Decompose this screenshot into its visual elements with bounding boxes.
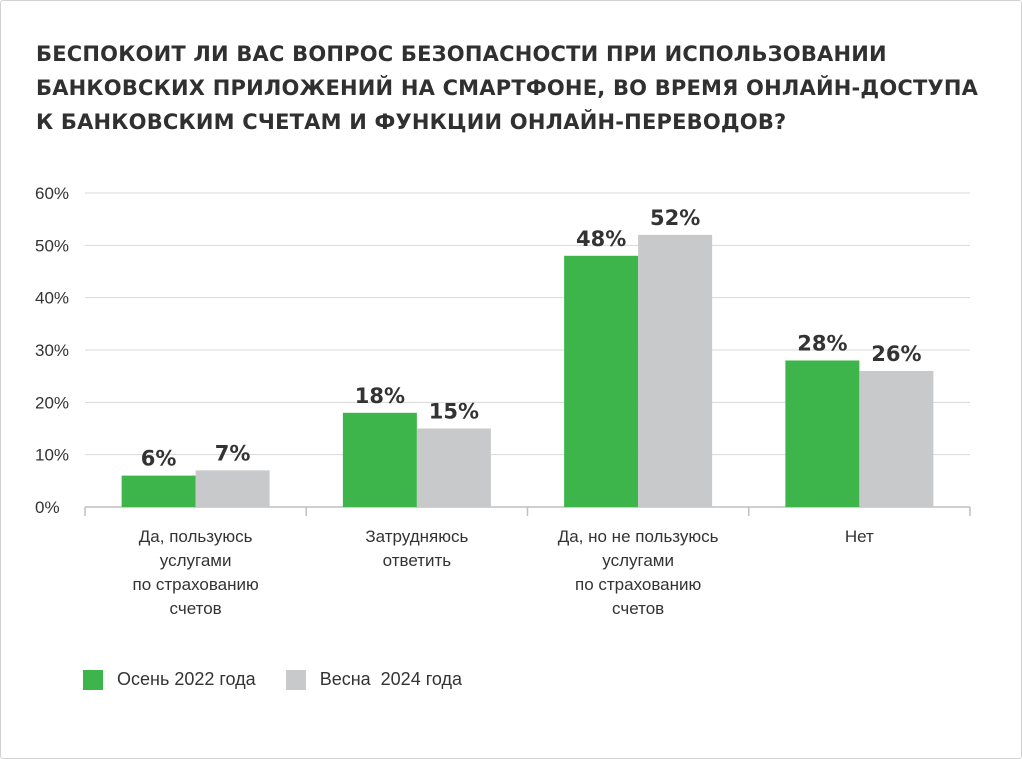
bar [416,428,491,507]
legend-swatch-gray [285,669,306,690]
x-category-label: Да, но не пользуюсь [558,527,719,546]
y-tick-label: 20% [35,393,69,412]
x-category-label: по страхованию [575,575,702,594]
legend: Осень 2022 года Весна 2024 года [83,669,492,690]
y-tick-label: 10% [35,446,69,465]
data-label: 52% [650,206,700,230]
data-label: 26% [871,342,921,366]
legend-item-autumn-2022: Осень 2022 года [83,669,256,690]
bar [564,255,639,507]
data-label: 18% [355,384,405,408]
chart-title-line: БАНКОВСКИХ ПРИЛОЖЕНИЙ НА СМАРТФОНЕ, ВО В… [36,76,979,100]
legend-label: Осень 2022 года [117,669,256,689]
data-label: 15% [429,400,479,424]
bar [785,360,860,507]
y-tick-label: 60% [35,184,69,203]
x-category-label: Затрудняюсь [365,527,468,546]
data-label: 6% [141,447,177,471]
x-category-label: Да, пользуюсь [139,527,253,546]
x-category-label: счетов [170,599,222,618]
x-category-label: услугами [602,551,674,570]
x-category-label: счетов [612,599,664,618]
legend-label: Весна 2024 года [319,669,462,689]
x-category-label: услугами [160,551,232,570]
legend-item-spring-2024: Весна 2024 года [285,669,462,690]
bar [859,370,934,507]
y-tick-label: 0% [35,498,60,517]
bar [342,412,417,507]
x-category-label: по страхованию [132,575,259,594]
x-category-label: Нет [845,527,874,546]
chart-title-line: БЕСПОКОИТ ЛИ ВАС ВОПРОС БЕЗОПАСНОСТИ ПРИ… [36,42,887,66]
bar [121,475,196,507]
chart-title: БЕСПОКОИТ ЛИ ВАС ВОПРОС БЕЗОПАСНОСТИ ПРИ… [36,37,996,139]
bar [638,234,713,507]
chart-title-line: К БАНКОВСКИМ СЧЕТАМ И ФУНКЦИИ ОНЛАЙН-ПЕР… [36,110,787,134]
legend-swatch-green [83,669,103,690]
data-label: 48% [576,227,626,251]
y-tick-label: 40% [35,289,69,308]
bar-chart: 0% 10% 20% 30% 40% 50% 60% 6% 7% Да, пользуюсь усл… [35,184,971,618]
bar [195,470,270,507]
y-tick-label: 50% [35,236,69,255]
x-category-label: ответить [383,551,452,570]
data-label: 7% [215,441,251,465]
data-label: 28% [797,331,847,355]
y-tick-label: 30% [35,341,69,360]
